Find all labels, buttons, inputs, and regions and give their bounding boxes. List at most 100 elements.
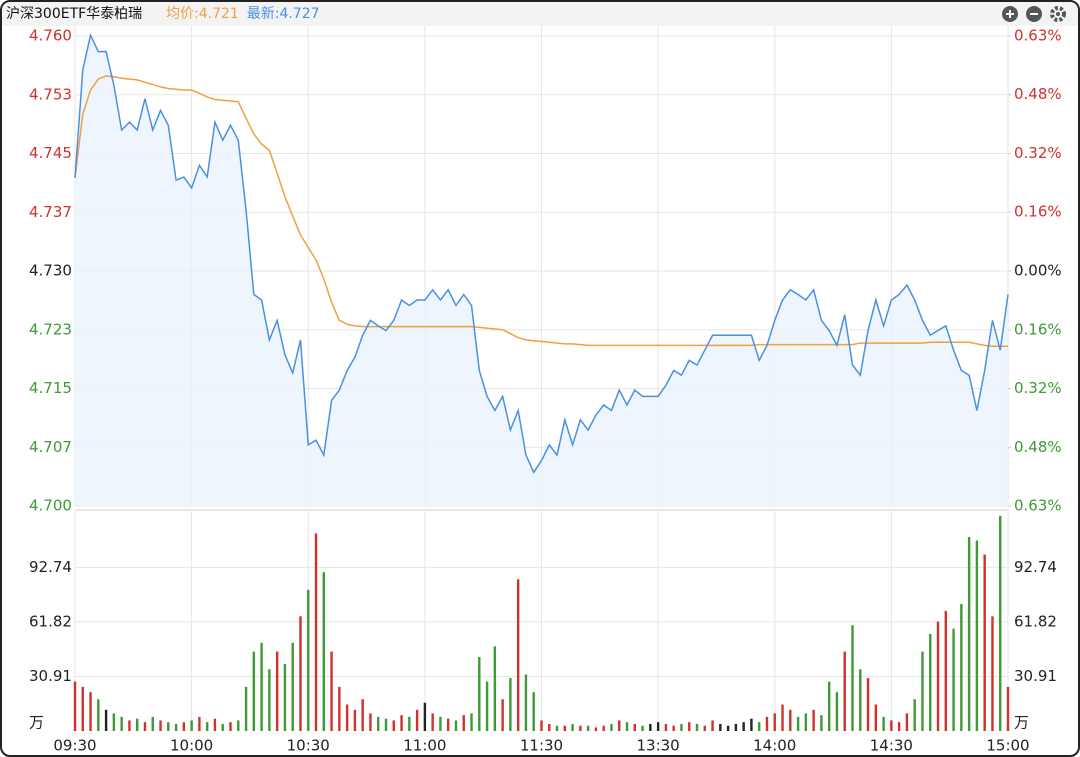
- volume-bar: [415, 709, 419, 731]
- volume-bar: [478, 656, 481, 731]
- volume-bar: [555, 725, 559, 731]
- volume-bar: [260, 642, 263, 731]
- volume-bar: [314, 533, 318, 731]
- volume-bar: [268, 669, 271, 731]
- y-tick-label: 4.745: [29, 144, 72, 162]
- volume-bar: [851, 625, 854, 731]
- volume-bar: [408, 716, 411, 731]
- zoom-out-button[interactable]: [1026, 6, 1042, 22]
- volume-bar: [237, 720, 240, 731]
- volume-bar: [905, 713, 909, 731]
- volume-bar: [586, 725, 590, 731]
- volume-bar: [151, 716, 154, 731]
- y2-tick-label: 0.32%: [1014, 144, 1062, 162]
- volume-bar: [167, 722, 170, 731]
- header-bar: [2, 2, 1078, 26]
- volume-bar: [244, 686, 248, 731]
- volume-bar: [447, 718, 450, 731]
- volume-bar: [913, 699, 916, 731]
- volume-bar: [112, 713, 116, 731]
- y2-tick-label: 0.16%: [1014, 320, 1062, 338]
- y-tick-label: 4.723: [29, 320, 72, 338]
- volume-bar: [921, 651, 924, 731]
- volume-bar: [283, 663, 287, 731]
- volume-bar: [711, 720, 714, 731]
- volume-bar: [353, 709, 357, 731]
- average-line: [74, 75, 1008, 347]
- volume-bar: [190, 720, 193, 731]
- volume-bar: [812, 709, 815, 731]
- volume-bar: [967, 536, 971, 731]
- volume-tick-label: 万: [29, 714, 44, 732]
- volume-bar: [338, 686, 341, 731]
- volume-bar: [509, 678, 512, 731]
- volume-bar: [991, 616, 994, 731]
- volume-bar: [485, 681, 489, 731]
- volume-bar: [594, 727, 598, 731]
- volume-bar: [221, 723, 224, 731]
- volume-bar: [439, 716, 442, 731]
- volume-bar: [89, 692, 92, 731]
- volume-bar: [835, 692, 839, 731]
- volume-bar: [688, 722, 691, 731]
- y-tick-label: 4.760: [29, 27, 72, 45]
- x-tick-label: 10:00: [170, 737, 213, 755]
- volume-bar: [703, 725, 706, 731]
- volume-bar: [540, 720, 543, 731]
- volume-bar: [952, 628, 955, 731]
- volume-bar: [804, 713, 808, 731]
- volume-bar: [929, 633, 932, 731]
- volume-bar: [361, 699, 364, 731]
- volume-bar: [960, 603, 963, 731]
- volume-bar: [1006, 686, 1010, 731]
- volume-bar: [330, 651, 333, 731]
- volume-bar: [874, 704, 878, 731]
- y-tick-label: 4.753: [29, 85, 72, 103]
- volume-bar: [205, 722, 209, 731]
- volume-bar: [602, 725, 605, 731]
- volume-bar: [128, 720, 131, 731]
- volume-bar: [680, 723, 683, 731]
- volume-tick-label-right: 万: [1014, 714, 1029, 732]
- volume-bar: [579, 725, 582, 731]
- volume-bar: [377, 716, 380, 731]
- volume-bar: [104, 709, 108, 731]
- volume-bar: [936, 621, 940, 731]
- volume-bar: [726, 725, 730, 731]
- x-tick-label: 10:30: [287, 737, 330, 755]
- volume-bar: [672, 725, 675, 731]
- volume-bar: [890, 720, 893, 731]
- volume-bar: [882, 716, 885, 731]
- zoom-in-button[interactable]: [1002, 6, 1018, 22]
- y-tick-label: 4.700: [29, 497, 72, 515]
- chart-title: 沪深300ETF华泰柏瑞: [6, 6, 142, 22]
- volume-bar: [120, 716, 123, 731]
- volume-tick-label-right: 61.82: [1014, 612, 1057, 630]
- volume-bar: [81, 686, 84, 731]
- volume-bar: [431, 713, 434, 731]
- volume-bar: [548, 723, 551, 731]
- volume-bar: [392, 720, 395, 731]
- y2-tick-label: 0.63%: [1014, 497, 1062, 515]
- volume-bar: [897, 722, 901, 731]
- volume-bar: [656, 722, 660, 731]
- volume-bar: [641, 725, 644, 731]
- volume-bar: [369, 713, 372, 731]
- volume-bar: [563, 725, 567, 731]
- x-tick-label: 14:30: [870, 737, 913, 755]
- volume-bar: [781, 704, 784, 731]
- volume-bar: [750, 718, 753, 731]
- volume-tick-label: 30.91: [29, 667, 72, 685]
- y2-tick-label: 0.32%: [1014, 379, 1062, 397]
- volume-bar: [470, 713, 473, 731]
- volume-bar: [983, 554, 986, 731]
- y2-tick-label: 0.00%: [1014, 262, 1062, 280]
- volume-bar: [758, 722, 761, 731]
- volume-bar: [796, 716, 800, 731]
- volume-bar: [633, 723, 636, 731]
- volume-bar: [820, 715, 823, 731]
- settings-button[interactable]: [1050, 6, 1066, 22]
- x-tick-label: 09:30: [53, 737, 96, 755]
